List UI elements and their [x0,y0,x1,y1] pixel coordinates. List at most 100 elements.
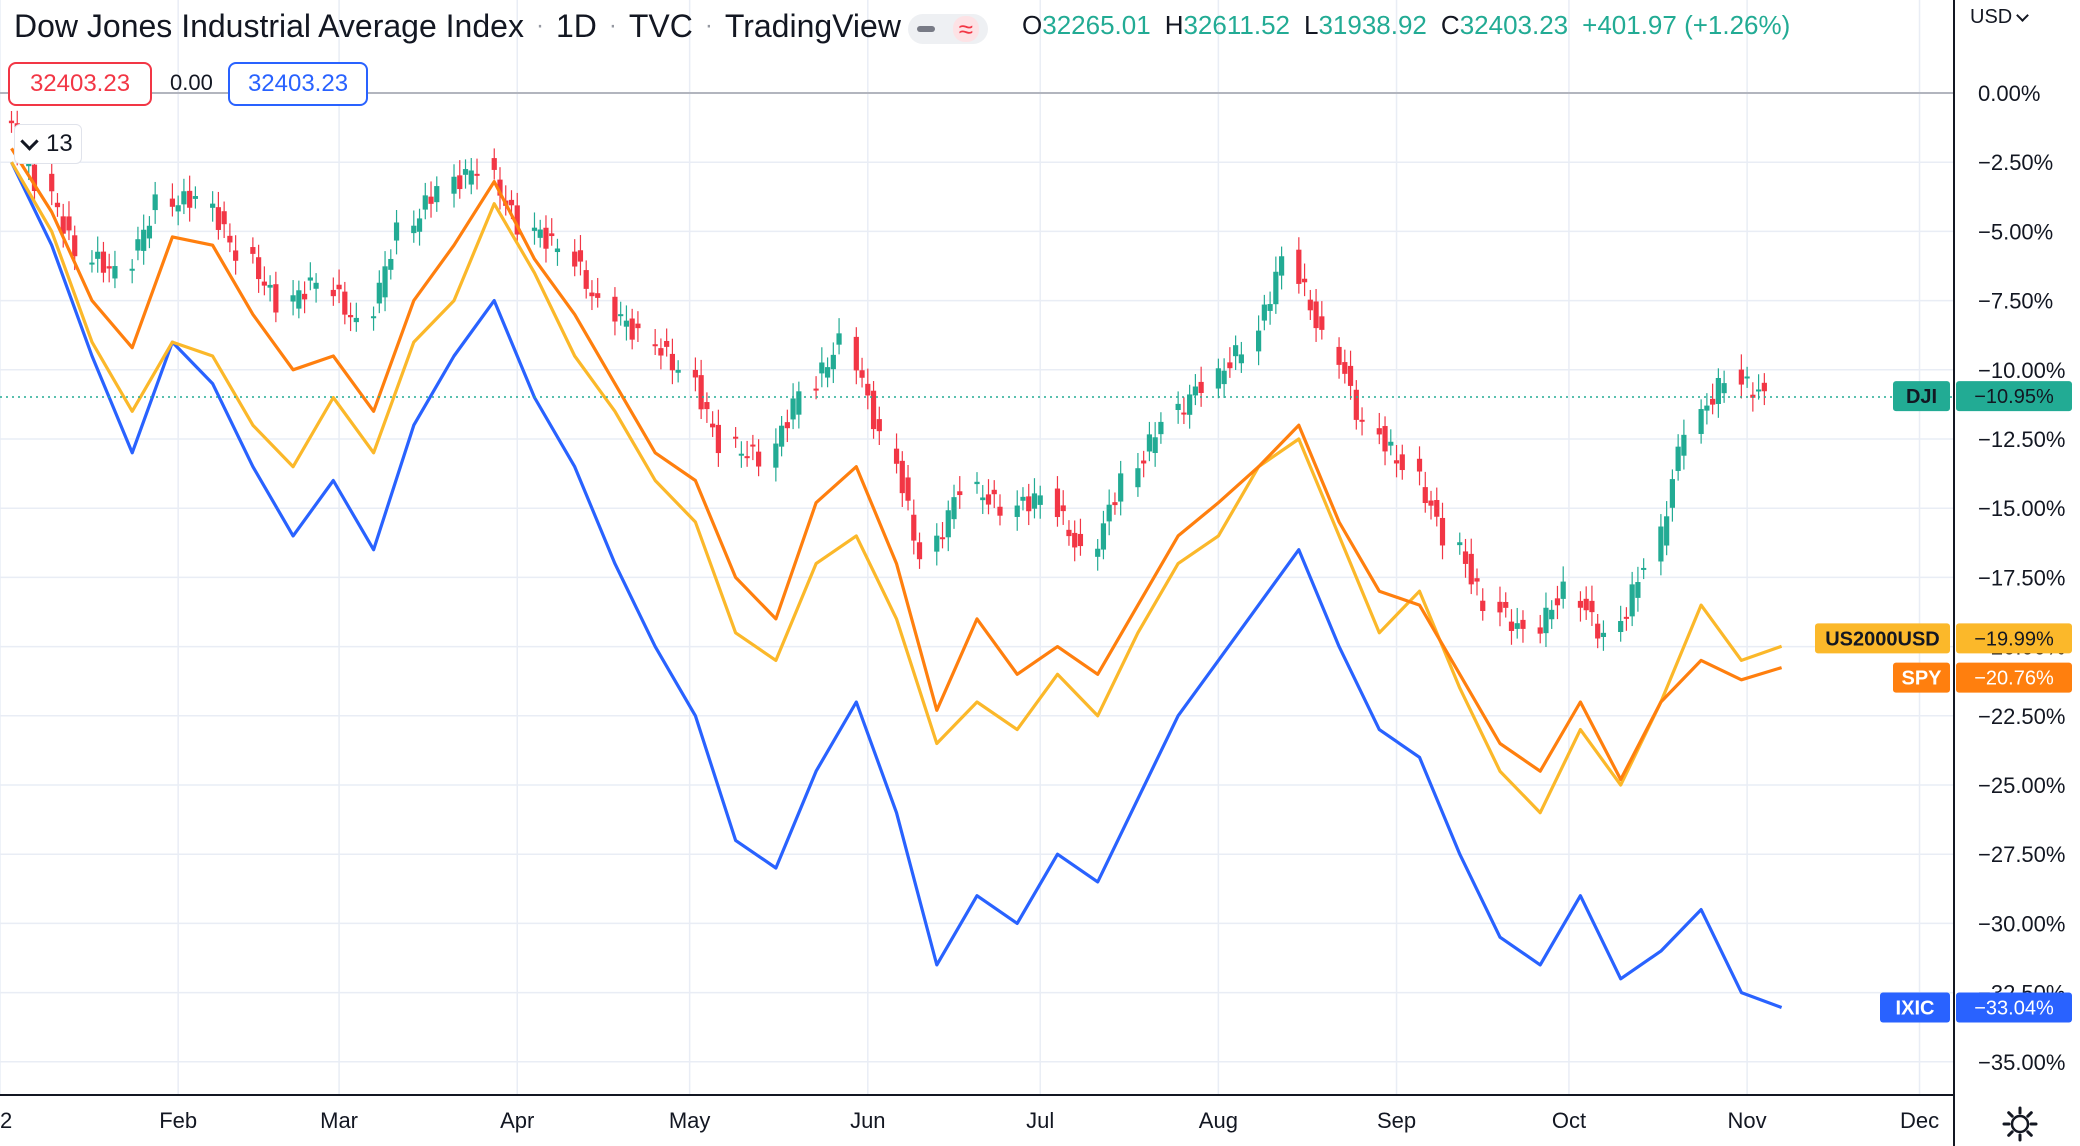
candle-body [1198,381,1204,393]
candle-body [187,190,193,208]
candle-body [1393,460,1400,464]
candle-body [1238,354,1244,364]
candle-body [1233,345,1239,357]
candle-body [554,248,561,253]
y-tick-label: −35.00% [1978,1050,2065,1075]
candle-body [451,176,457,194]
candle-body [1589,600,1595,613]
compare-mode-toggle[interactable]: ≈ [908,14,988,44]
series-value-tag-dji [1956,381,2072,412]
candle-body [376,282,382,304]
y-tick-label: −2.50% [1978,150,2053,175]
candle-body [876,419,882,432]
candle-body [1388,441,1394,446]
series-value-ixic: −33.04% [1974,998,2054,1020]
candle-body [1215,368,1221,389]
buy-button[interactable]: 32403.23 [228,62,368,106]
candle-body [1543,607,1549,634]
candle-body [54,202,61,208]
series-name-ixic: IXIC [1896,998,1935,1020]
series-name-tag-spy [1893,662,1950,693]
candle-body [750,444,756,447]
candle-body [1296,249,1302,284]
series-last-labels: DJI −10.95% US2000USD −19.99% SPY −20.76% IXIC… [1815,381,2072,1023]
series-name-us2000usd: US2000USD [1825,628,1940,650]
candle-body [1635,582,1641,598]
candle-body [549,233,555,237]
symbol-title[interactable]: Dow Jones Industrial Average Index [14,7,524,44]
candle-body [49,173,55,192]
candle-body [824,367,831,378]
candle-body [514,205,520,235]
minus-icon[interactable] [916,26,935,32]
candle-body [1577,600,1584,608]
candle-body [468,170,474,185]
candle-body [411,225,417,234]
candle-body [221,211,227,225]
candle-body [1750,394,1756,398]
candle-body [669,353,676,371]
candle-body [1100,523,1107,550]
candle-body [779,425,785,447]
currency-select[interactable]: USD [1970,6,2030,29]
x-tick-label: May [669,1108,711,1133]
candle-body [1342,362,1348,374]
x-tick-label: Jun [850,1108,885,1133]
candle-body [1549,609,1555,620]
candle-body [146,225,153,239]
candle-body [353,317,359,323]
candle-body [1146,434,1153,452]
sell-button[interactable]: 32403.23 [8,62,152,106]
dji-candles [8,110,1767,651]
price-axis[interactable]: 0.00% −2.50% −5.00% −7.50% −10.00% −12.50% −15… [1978,81,2065,1075]
comparison-lines [10,147,1783,1010]
x-tick-label: Dec [1900,1108,1939,1133]
candle-body [336,284,342,290]
spread-value: 0.00 [170,70,213,95]
y-tick-label: −17.50% [1978,565,2065,590]
candle-body [267,284,273,288]
candle-body [290,295,296,302]
candle-body [1439,517,1446,546]
interval-label[interactable]: 1D [555,7,597,44]
settings-gear-icon[interactable] [2000,1104,2040,1144]
series-value-tag-spy [1956,662,2072,693]
candle-body [462,169,469,175]
x-tick-label: 22 [0,1108,12,1133]
y-tick-label: −7.50% [1978,289,2053,314]
candle-body [1106,504,1112,522]
candle-body [756,451,762,467]
x-tick-label: Nov [1728,1108,1767,1133]
candle-body [1376,428,1382,435]
candle-body [135,239,141,251]
time-axis[interactable]: 22 Feb Mar Apr May Jun Jul Aug Sep Oct Nov Dec [0,1108,1939,1133]
candle-body [589,292,595,297]
y-tick-label: −27.50% [1978,842,2065,867]
candle-body [1416,458,1423,472]
candle-body [1756,389,1762,392]
approx-wave-icon[interactable]: ≈ [952,16,980,42]
candle-body [710,423,716,428]
candle-body [675,369,681,373]
candle-body [1336,346,1342,365]
candle-body [1347,365,1354,386]
candle-body [692,369,698,378]
candle-body [422,195,428,210]
candle-body [1738,369,1744,385]
candle-body [1026,496,1032,512]
candle-body [905,477,911,501]
candle-body [330,289,336,297]
candle-body [1669,479,1675,508]
indicators-collapse-button[interactable]: 13 [14,124,82,164]
series-name-dji: DJI [1906,386,1937,408]
candle-body [784,422,790,429]
candle-body [1118,473,1124,502]
candle-body [1497,601,1503,613]
candle-body [301,293,308,300]
candle-body [1698,409,1704,434]
candle-body [1261,304,1267,321]
x-tick-label: Apr [500,1108,534,1133]
candle-body [60,216,66,234]
candle-body [543,227,549,249]
